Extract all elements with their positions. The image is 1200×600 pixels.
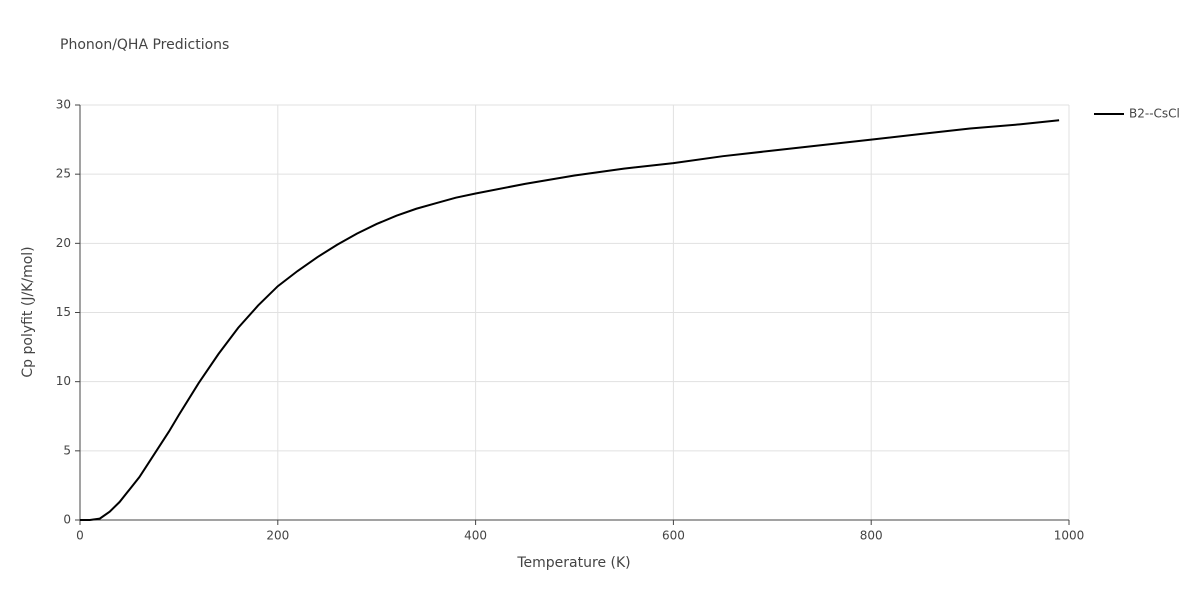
x-tick-label: 600 [662, 529, 685, 543]
x-tick-label: 0 [76, 529, 84, 543]
y-tick-label: 0 [63, 513, 71, 527]
x-tick-label: 1000 [1054, 529, 1085, 543]
legend-label: B2--CsCl [1129, 107, 1180, 121]
x-tick-label: 400 [464, 529, 487, 543]
y-tick-label: 15 [56, 305, 71, 319]
x-tick-label: 200 [266, 529, 289, 543]
y-axis-label: Cp polyfit (J/K/mol) [20, 246, 36, 377]
y-tick-label: 20 [56, 236, 71, 250]
y-tick-label: 5 [63, 443, 71, 457]
y-tick-label: 25 [56, 167, 71, 181]
x-axis-label: Temperature (K) [516, 555, 630, 571]
y-tick-label: 10 [56, 374, 71, 388]
x-tick-label: 800 [860, 529, 883, 543]
line [80, 119, 1060, 521]
chart-title: Phonon/QHA Predictions [60, 37, 229, 53]
y-tick-label: 30 [56, 98, 71, 112]
